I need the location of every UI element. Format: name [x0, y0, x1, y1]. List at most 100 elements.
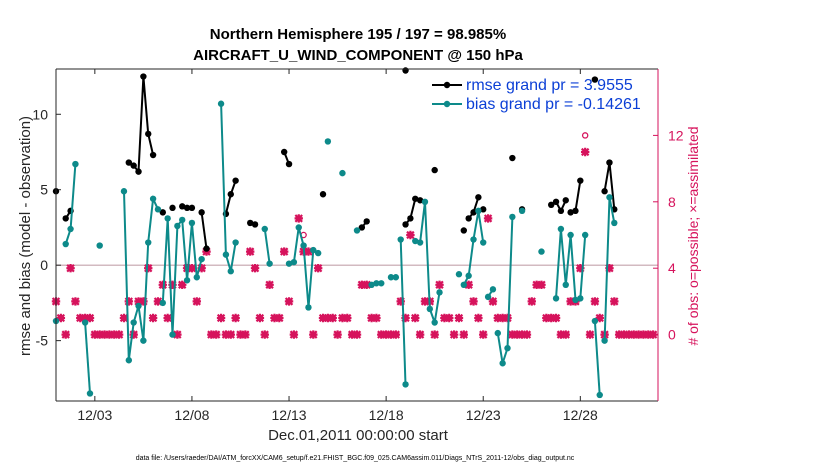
rmse-marker	[246, 219, 254, 227]
obs-assimilated-marker	[459, 330, 469, 339]
bias-marker	[581, 231, 589, 239]
bias-marker	[373, 280, 380, 287]
obs-assimilated-marker	[493, 313, 502, 323]
obs-assimilated-marker	[289, 330, 299, 339]
obs-assimilated-marker	[192, 297, 201, 306]
bias-marker	[174, 222, 181, 230]
bias-marker	[431, 319, 438, 326]
right-y-tick-label: 12	[668, 127, 684, 143]
rmse-marker	[140, 73, 147, 80]
rmse-marker	[402, 67, 409, 74]
bias-marker	[188, 219, 196, 227]
obs-assimilated-marker	[231, 313, 240, 323]
obs-assimilated-marker	[406, 230, 415, 240]
right-y-axis-label: # of obs: o=possible; ×=assimilated	[685, 126, 701, 345]
chart-title-line2: AIRCRAFT_U_WIND_COMPONENT @ 150 hPa	[193, 47, 523, 64]
obs-assimilated-marker	[119, 313, 129, 323]
obs-assimilated-marker	[61, 330, 70, 339]
obs-assimilated-marker	[372, 313, 381, 323]
obs-assimilated-marker	[488, 297, 498, 306]
obs-assimilated-marker	[294, 214, 303, 223]
obs-assimilated-marker	[517, 330, 527, 339]
bias-marker	[480, 239, 487, 246]
obs-possible-marker	[581, 132, 589, 139]
rmse-marker	[183, 204, 191, 212]
obs-assimilated-marker	[483, 214, 493, 223]
obs-assimilated-marker	[260, 330, 269, 339]
obs-assimilated-marker	[454, 313, 464, 323]
bias-marker	[412, 237, 419, 245]
x-tick-label: 12/18	[369, 407, 404, 423]
obs-assimilated-marker	[381, 330, 391, 339]
y-tick-label: 10	[32, 106, 48, 122]
rmse-marker	[562, 197, 569, 204]
rmse-marker	[547, 201, 555, 209]
bias-marker	[489, 286, 497, 293]
obs-assimilated-marker	[187, 264, 197, 273]
bias-marker	[81, 319, 89, 326]
obs-assimilated-marker	[415, 330, 425, 339]
obs-assimilated-marker	[168, 280, 177, 289]
bias-marker	[455, 271, 463, 278]
obs-assimilated-marker	[153, 297, 163, 306]
rmse-marker	[572, 207, 579, 215]
obs-assimilated-marker	[537, 280, 546, 289]
rmse-marker	[188, 204, 196, 212]
obs-assimilated-marker	[144, 264, 153, 273]
rmse-marker	[480, 206, 487, 213]
rmse-marker	[179, 203, 186, 210]
rmse-marker	[358, 224, 366, 231]
rmse-marker	[319, 191, 327, 198]
rmse-marker	[227, 191, 234, 198]
bias-marker	[557, 225, 565, 233]
bias-marker	[436, 289, 443, 296]
bias-marker	[130, 319, 137, 326]
obs-assimilated-marker	[163, 313, 172, 323]
bias-line	[84, 322, 91, 394]
bias-marker	[310, 246, 317, 254]
obs-assimilated-marker	[445, 313, 454, 323]
x-tick-label: 12/28	[563, 407, 598, 423]
obs-assimilated-marker	[207, 330, 216, 339]
right-y-tick-label: 8	[668, 194, 676, 210]
obs-assimilated-marker	[105, 330, 114, 339]
obs-assimilated-marker	[328, 313, 337, 323]
x-tick-label: 12/23	[466, 407, 501, 423]
obs-assimilated-marker	[134, 297, 143, 306]
obs-assimilated-marker	[556, 330, 566, 339]
obs-assimilated-marker	[532, 280, 541, 289]
rmse-marker	[470, 209, 477, 216]
rmse-marker	[601, 188, 608, 195]
bias-marker	[387, 274, 395, 281]
bias-marker	[572, 296, 579, 304]
obs-assimilated-marker	[396, 297, 405, 306]
obs-assimilated-marker	[546, 313, 556, 323]
legend-marker-bias	[443, 100, 451, 108]
rmse-marker	[416, 197, 424, 204]
obs-assimilated-marker	[66, 264, 75, 273]
rmse-marker	[557, 207, 565, 215]
bias-marker	[324, 138, 332, 145]
bias-marker	[285, 260, 293, 267]
obs-assimilated-marker	[250, 264, 260, 273]
obs-assimilated-marker	[590, 297, 600, 306]
y-tick-label: 5	[40, 182, 48, 198]
plot-area: 12/03 12/08 12/13 12/18 12/23 12/28 -5 0 5 10 0 4 8 1…	[32, 67, 684, 423]
obs-assimilated-marker	[114, 330, 124, 339]
bias-marker	[140, 337, 147, 344]
bias-marker	[368, 281, 375, 288]
bias-marker	[509, 213, 516, 221]
bias-marker	[232, 239, 239, 246]
x-tick-label: 12/03	[77, 407, 112, 423]
obs-assimilated-marker	[347, 330, 357, 339]
bias-marker	[470, 236, 477, 243]
bias-marker	[552, 295, 560, 302]
obs-assimilated-marker	[110, 330, 119, 339]
obs-assimilated-marker	[648, 330, 658, 339]
obs-assimilated-marker	[221, 330, 231, 339]
bias-line	[123, 191, 159, 361]
obs-assimilated-marker	[56, 313, 66, 323]
obs-assimilated-marker	[95, 330, 104, 339]
obs-assimilated-marker	[503, 313, 512, 323]
